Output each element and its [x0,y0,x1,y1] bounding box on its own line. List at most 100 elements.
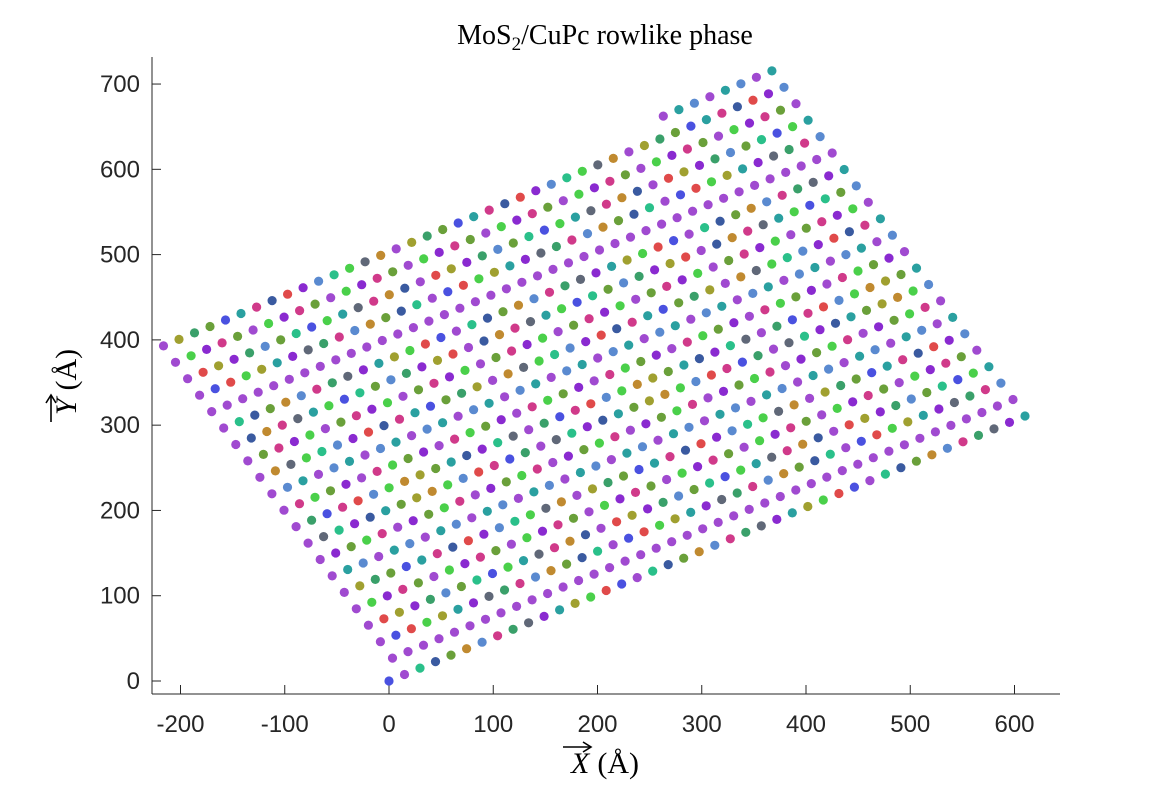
lattice-point [634,464,644,475]
lattice-point [937,381,947,391]
lattice-point [186,351,196,361]
lattice-point [434,634,444,644]
lattice-point [441,588,451,598]
lattice-point [763,475,773,485]
lattice-point [736,465,746,475]
lattice-point [682,337,692,347]
lattice-point [782,446,792,456]
lattice-point [488,375,498,385]
lattice-point [849,289,860,299]
lattice-point [303,345,313,355]
lattice-point [793,184,803,194]
lattice-point [511,601,522,612]
lattice-point [558,389,568,399]
lattice-point [734,187,744,197]
lattice-point [627,510,637,520]
lattice-point [751,72,762,82]
lattice-point [632,573,642,583]
lattice-point [672,406,682,416]
lattice-point [494,330,505,340]
x-ticks: -200 -100 0 100 200 300 400 500 600 [156,685,1035,738]
lattice-point [713,131,724,141]
lattice-point [267,489,277,499]
lattice-point [932,319,942,329]
lattice-point [579,251,589,262]
lattice-point [617,579,627,589]
lattice-point [491,352,501,363]
lattice-point [443,287,453,297]
title-main: MoS [457,20,511,51]
lattice-point [512,215,522,225]
lattice-point [532,271,543,281]
lattice-point [729,318,739,328]
lattice-point [369,296,379,306]
lattice-point [1008,394,1018,405]
lattice-point [620,363,630,373]
lattice-point [555,605,565,615]
lattice-point [824,171,834,181]
lattice-point [479,336,489,346]
lattice-point [703,200,713,210]
lattice-point [496,415,506,425]
lattice-point [601,585,611,596]
lattice-point [732,295,742,305]
lattice-point [625,425,636,435]
lattice-point [662,474,672,485]
lattice-point [493,438,503,448]
lattice-point [836,187,846,197]
lattice-point [284,374,294,384]
lattice-point [441,395,451,405]
lattice-point [570,598,580,609]
lattice-point [684,229,694,239]
lattice-point [360,257,370,267]
lattice-point [701,308,711,318]
lattice-point [489,267,499,277]
lattice-point [848,204,858,214]
lattice-point [427,486,437,496]
lattice-point [865,476,875,486]
lattice-point [668,429,679,439]
lattice-point [415,470,425,480]
lattice-point [543,202,553,212]
lattice-point [789,207,799,217]
lattice-point [233,331,243,341]
lattice-point [705,92,715,102]
lattice-point [606,455,617,465]
lattice-point [863,197,873,207]
lattice-point [538,333,548,343]
lattice-point [382,398,393,408]
lattice-point [567,428,577,438]
lattice-point [815,325,825,335]
x-axis-symbol: X [570,747,591,780]
lattice-point [689,484,699,495]
lattice-point [412,493,422,503]
lattice-point [288,351,298,361]
lattice-point [403,453,413,464]
lattice-point [722,363,732,374]
lattice-point [929,342,939,352]
lattice-point [555,412,565,422]
lattice-point [498,307,508,317]
lattice-point [691,183,701,193]
lattice-point [298,283,308,293]
lattice-point [853,266,863,276]
lattice-point [589,376,599,386]
lattice-point [236,308,246,319]
lattice-point [741,527,751,537]
lattice-point [677,468,687,478]
lattice-point [627,317,637,327]
lattice-point [529,294,539,304]
lattice-point [753,157,763,168]
lattice-point [365,319,375,329]
lattice-point [774,406,784,416]
lattice-point [393,522,403,532]
lattice-point [765,174,775,184]
lattice-point [565,343,575,353]
lattice-point [760,112,770,122]
lattice-point [744,504,754,514]
lattice-point [663,173,674,183]
lattice-point [613,216,624,226]
lattice-point [617,193,627,203]
lattice-point [603,284,613,294]
svg-text:Y(Å): Y (Å) [50,349,83,415]
